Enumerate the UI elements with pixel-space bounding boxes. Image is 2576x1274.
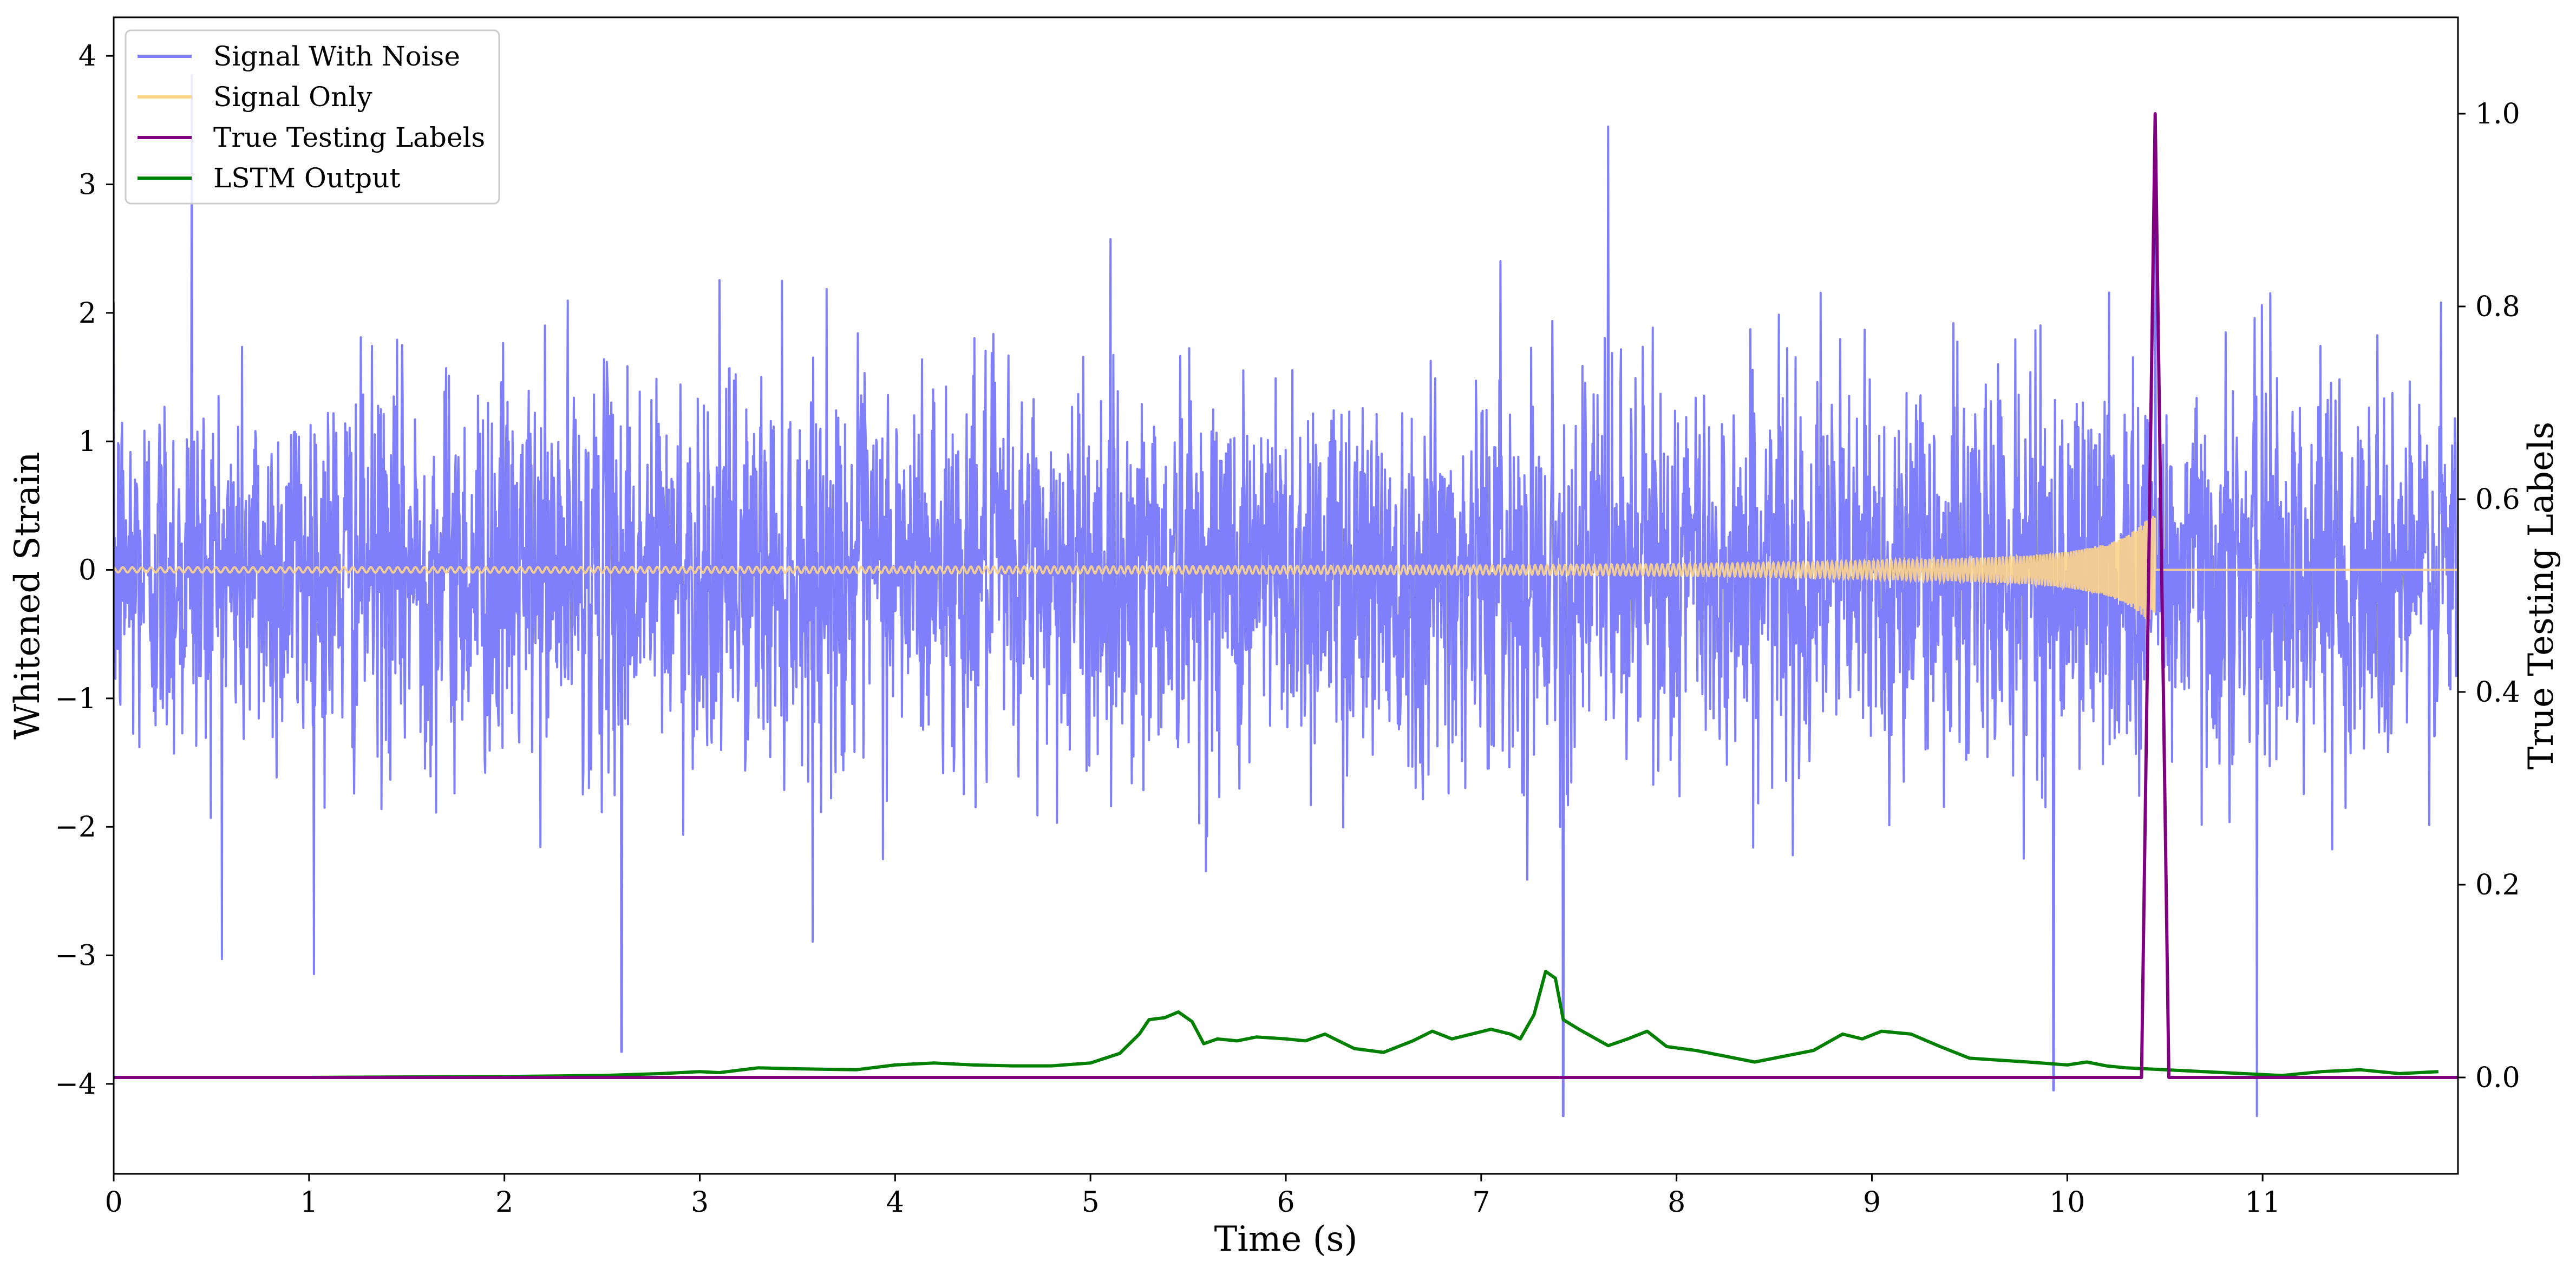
legend-item: True Testing Labels [138,122,485,153]
y-tick-label-right: 0.6 [2475,484,2520,516]
y-axis-label-left: Whitened Strain [8,452,48,739]
x-tick-label: 3 [691,1186,709,1219]
legend-item: Signal Only [138,81,372,113]
y-tick-label-left: −3 [55,940,96,972]
y-tick-label-left: 3 [79,169,96,201]
y-tick-label-right: 0.0 [2475,1062,2520,1094]
x-tick-label: 8 [1668,1186,1685,1219]
legend-frame [125,29,500,205]
y-tick-label-left: 0 [79,554,96,587]
axes-layer: 0 1 2 3 4 5 6 7 8 9 10 11 −4 −3 −2 −1 0 1 2 3 4 0.0 0.2 0.4 0.6 0… [55,40,2520,1219]
x-tick-label: 6 [1277,1186,1294,1219]
x-tick-label: 4 [886,1186,904,1219]
legend-label: Signal With Noise [213,41,460,72]
y-axis-label-right: True Testing Labels [2521,422,2561,770]
y-tick-label-left: −2 [55,811,96,844]
y-tick-label-left: −1 [55,683,96,715]
series-signal-only [114,516,2458,619]
x-tick-label: 1 [300,1186,318,1219]
legend-item: LSTM Output [138,162,400,194]
legend-label: True Testing Labels [213,122,485,153]
series-true-testing-labels [114,112,2458,1079]
x-tick-label: 5 [1082,1186,1100,1219]
x-tick-label: 0 [104,1186,122,1219]
y-tick-label-left: 2 [79,297,96,330]
x-tick-label: 9 [1863,1186,1881,1219]
x-tick-label: 2 [495,1186,513,1219]
y-tick-label-left: −4 [55,1068,96,1101]
legend-item: Signal With Noise [138,41,460,72]
legend: Signal With Noise Signal Only True Testing… [125,29,500,205]
y-tick-label-right: 0.2 [2475,869,2520,901]
series-layer [114,74,2458,1118]
x-tick-label: 10 [2049,1186,2085,1219]
legend-label: LSTM Output [213,162,400,194]
y-tick-label-right: 1.0 [2475,98,2520,130]
y-tick-label-right: 0.8 [2475,291,2520,323]
y-tick-label-left: 1 [79,426,96,458]
x-axis-label: Time (s) [1214,1219,1358,1259]
x-tick-label: 11 [2245,1186,2280,1219]
series-lstm-output [114,970,2439,1079]
x-tick-label: 7 [1472,1186,1490,1219]
y-tick-label-left: 4 [79,40,96,73]
y-tick-label-right: 0.4 [2475,676,2520,709]
plot-frame [113,16,2459,1175]
series-signal-with-noise [114,74,2457,1118]
legend-label: Signal Only [213,81,372,113]
